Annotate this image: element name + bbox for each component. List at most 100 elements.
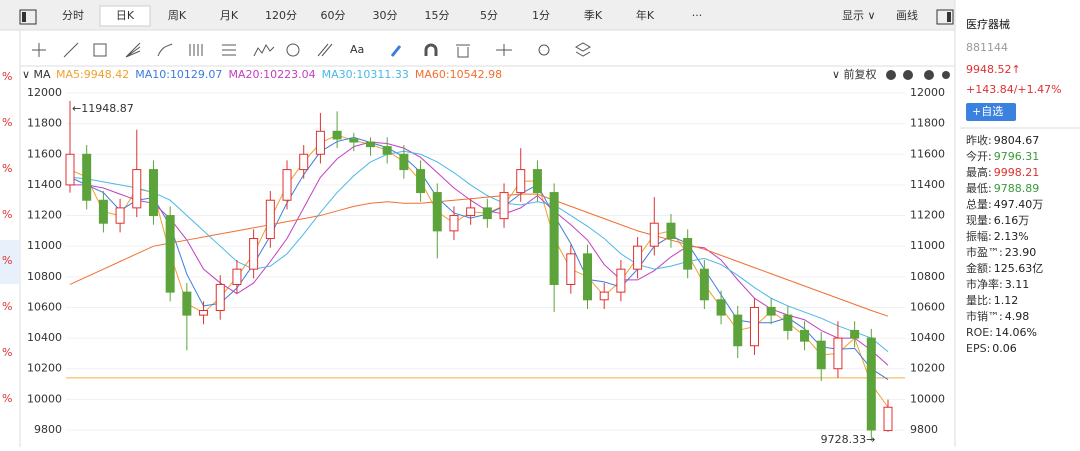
y-tick-label-left: 10400	[27, 331, 62, 344]
tab[interactable]: 季K	[584, 9, 603, 22]
candle-body	[816, 340, 826, 370]
tab[interactable]: 分时	[62, 9, 84, 22]
tab-bar	[0, 0, 955, 30]
layers-tool[interactable]	[574, 42, 592, 57]
stock-code: 881144	[966, 41, 1008, 54]
fan-tool[interactable]	[125, 42, 141, 58]
y-tick-label-left: 11400	[27, 178, 62, 191]
y-tick-label-right: 11000	[910, 239, 945, 252]
candle-body	[733, 314, 743, 347]
stat-label: EPS:	[966, 342, 990, 355]
stat-label: 市销™:	[966, 309, 1003, 323]
candle-body	[666, 222, 676, 240]
stat-value: 9998.21	[994, 166, 1040, 179]
stat-label: 振幅:	[966, 229, 992, 243]
ma-toggle[interactable]: ∨ MA	[22, 68, 51, 81]
stock-price: 9948.52↑	[966, 63, 1021, 76]
zoom-reset[interactable]	[924, 70, 934, 80]
tab[interactable]: 15分	[425, 9, 450, 22]
stat-label: 金额:	[966, 261, 992, 275]
settings-tool[interactable]	[538, 44, 550, 56]
stat-label: 昨收:	[966, 133, 992, 147]
candle-body	[766, 306, 776, 316]
grid-tool[interactable]	[189, 44, 203, 56]
stat-value: 23.90	[1005, 246, 1037, 259]
ma-line	[69, 193, 889, 317]
candle-body	[365, 141, 375, 148]
left-strip-label: %	[2, 254, 12, 267]
stat-value: 1.12	[994, 294, 1019, 307]
stat-value: 3.11	[1005, 278, 1030, 291]
left-strip-label: %	[2, 346, 12, 359]
tab[interactable]: 月K	[220, 9, 239, 22]
trash-tool[interactable]	[456, 44, 470, 58]
candle-body	[749, 306, 759, 347]
wave-tool[interactable]	[253, 44, 275, 57]
tab[interactable]: 120分	[265, 9, 297, 22]
pitch-tool[interactable]	[317, 43, 333, 57]
circle-tool[interactable]	[286, 43, 300, 57]
line-tool[interactable]	[63, 42, 79, 58]
panel-icon[interactable]	[936, 9, 954, 25]
tab[interactable]: 60分	[321, 9, 346, 22]
draw-menu[interactable]: 画线	[896, 8, 918, 22]
curve-tool[interactable]	[157, 43, 173, 57]
left-strip-label: %	[2, 162, 12, 175]
magnet-tool[interactable]	[424, 43, 438, 56]
crosshair-tool[interactable]	[32, 43, 46, 57]
candle-body	[633, 245, 643, 270]
tab[interactable]: ···	[692, 9, 703, 22]
watch-button[interactable]	[966, 103, 1016, 121]
font-tool[interactable]: Aa	[350, 43, 364, 56]
y-tick-label-left: 10200	[27, 362, 62, 375]
left-strip-label: %	[2, 116, 12, 129]
candle-body	[315, 130, 325, 155]
watch-button-label[interactable]: +自选	[972, 105, 1003, 118]
fit-tool[interactable]	[496, 44, 512, 56]
stat-label: 最高:	[966, 165, 992, 179]
candle-body	[649, 222, 659, 247]
stat-label: 最低:	[966, 182, 992, 195]
display-menu[interactable]: 显示 ∨	[842, 9, 876, 22]
panel-icon	[947, 12, 951, 22]
zoom-controls	[886, 70, 950, 80]
y-tick-label-right: 10000	[910, 392, 945, 405]
left-strip-label: %	[2, 70, 12, 83]
tab[interactable]: 日K	[116, 9, 135, 22]
low-annotation: 9728.33→	[821, 433, 876, 446]
candle-body	[332, 130, 342, 140]
zoom-out[interactable]	[886, 70, 896, 80]
y-tick-label-right: 11400	[910, 178, 945, 191]
candle-body	[616, 268, 626, 293]
tab[interactable]: 30分	[373, 9, 398, 22]
active-tab	[99, 5, 151, 27]
stat-label: ROE:	[966, 326, 993, 339]
rect-tool[interactable]	[93, 43, 107, 57]
stat-value: 0.06	[992, 342, 1017, 355]
list-tool[interactable]	[222, 44, 236, 56]
tab[interactable]: 周K	[168, 9, 187, 22]
pen-tool[interactable]	[390, 45, 402, 57]
tab[interactable]: 1分	[532, 9, 550, 22]
candle-body	[449, 215, 459, 232]
chart-settings[interactable]	[942, 71, 950, 79]
candle-body	[716, 299, 726, 316]
candle-body	[165, 215, 175, 293]
stat-value: 6.16万	[994, 214, 1030, 227]
candle-body	[783, 314, 793, 331]
y-tick-label-left: 11800	[27, 117, 62, 130]
zoom-in[interactable]	[903, 70, 913, 80]
tab[interactable]: 年K	[636, 8, 655, 22]
y-tick-label-left: 12000	[27, 86, 62, 99]
high-annotation: ←11948.87	[72, 102, 134, 115]
ma-line	[70, 141, 889, 366]
sidebar-icon[interactable]	[19, 9, 37, 25]
adjust-menu[interactable]: ∨ 前复权	[832, 67, 877, 81]
candle-body	[850, 329, 860, 339]
candle-body	[866, 337, 876, 431]
candle-body	[399, 153, 409, 171]
tab[interactable]: 5分	[480, 9, 498, 22]
candle-body	[833, 337, 843, 370]
stock-change: +143.84/+1.47%	[966, 83, 1062, 96]
